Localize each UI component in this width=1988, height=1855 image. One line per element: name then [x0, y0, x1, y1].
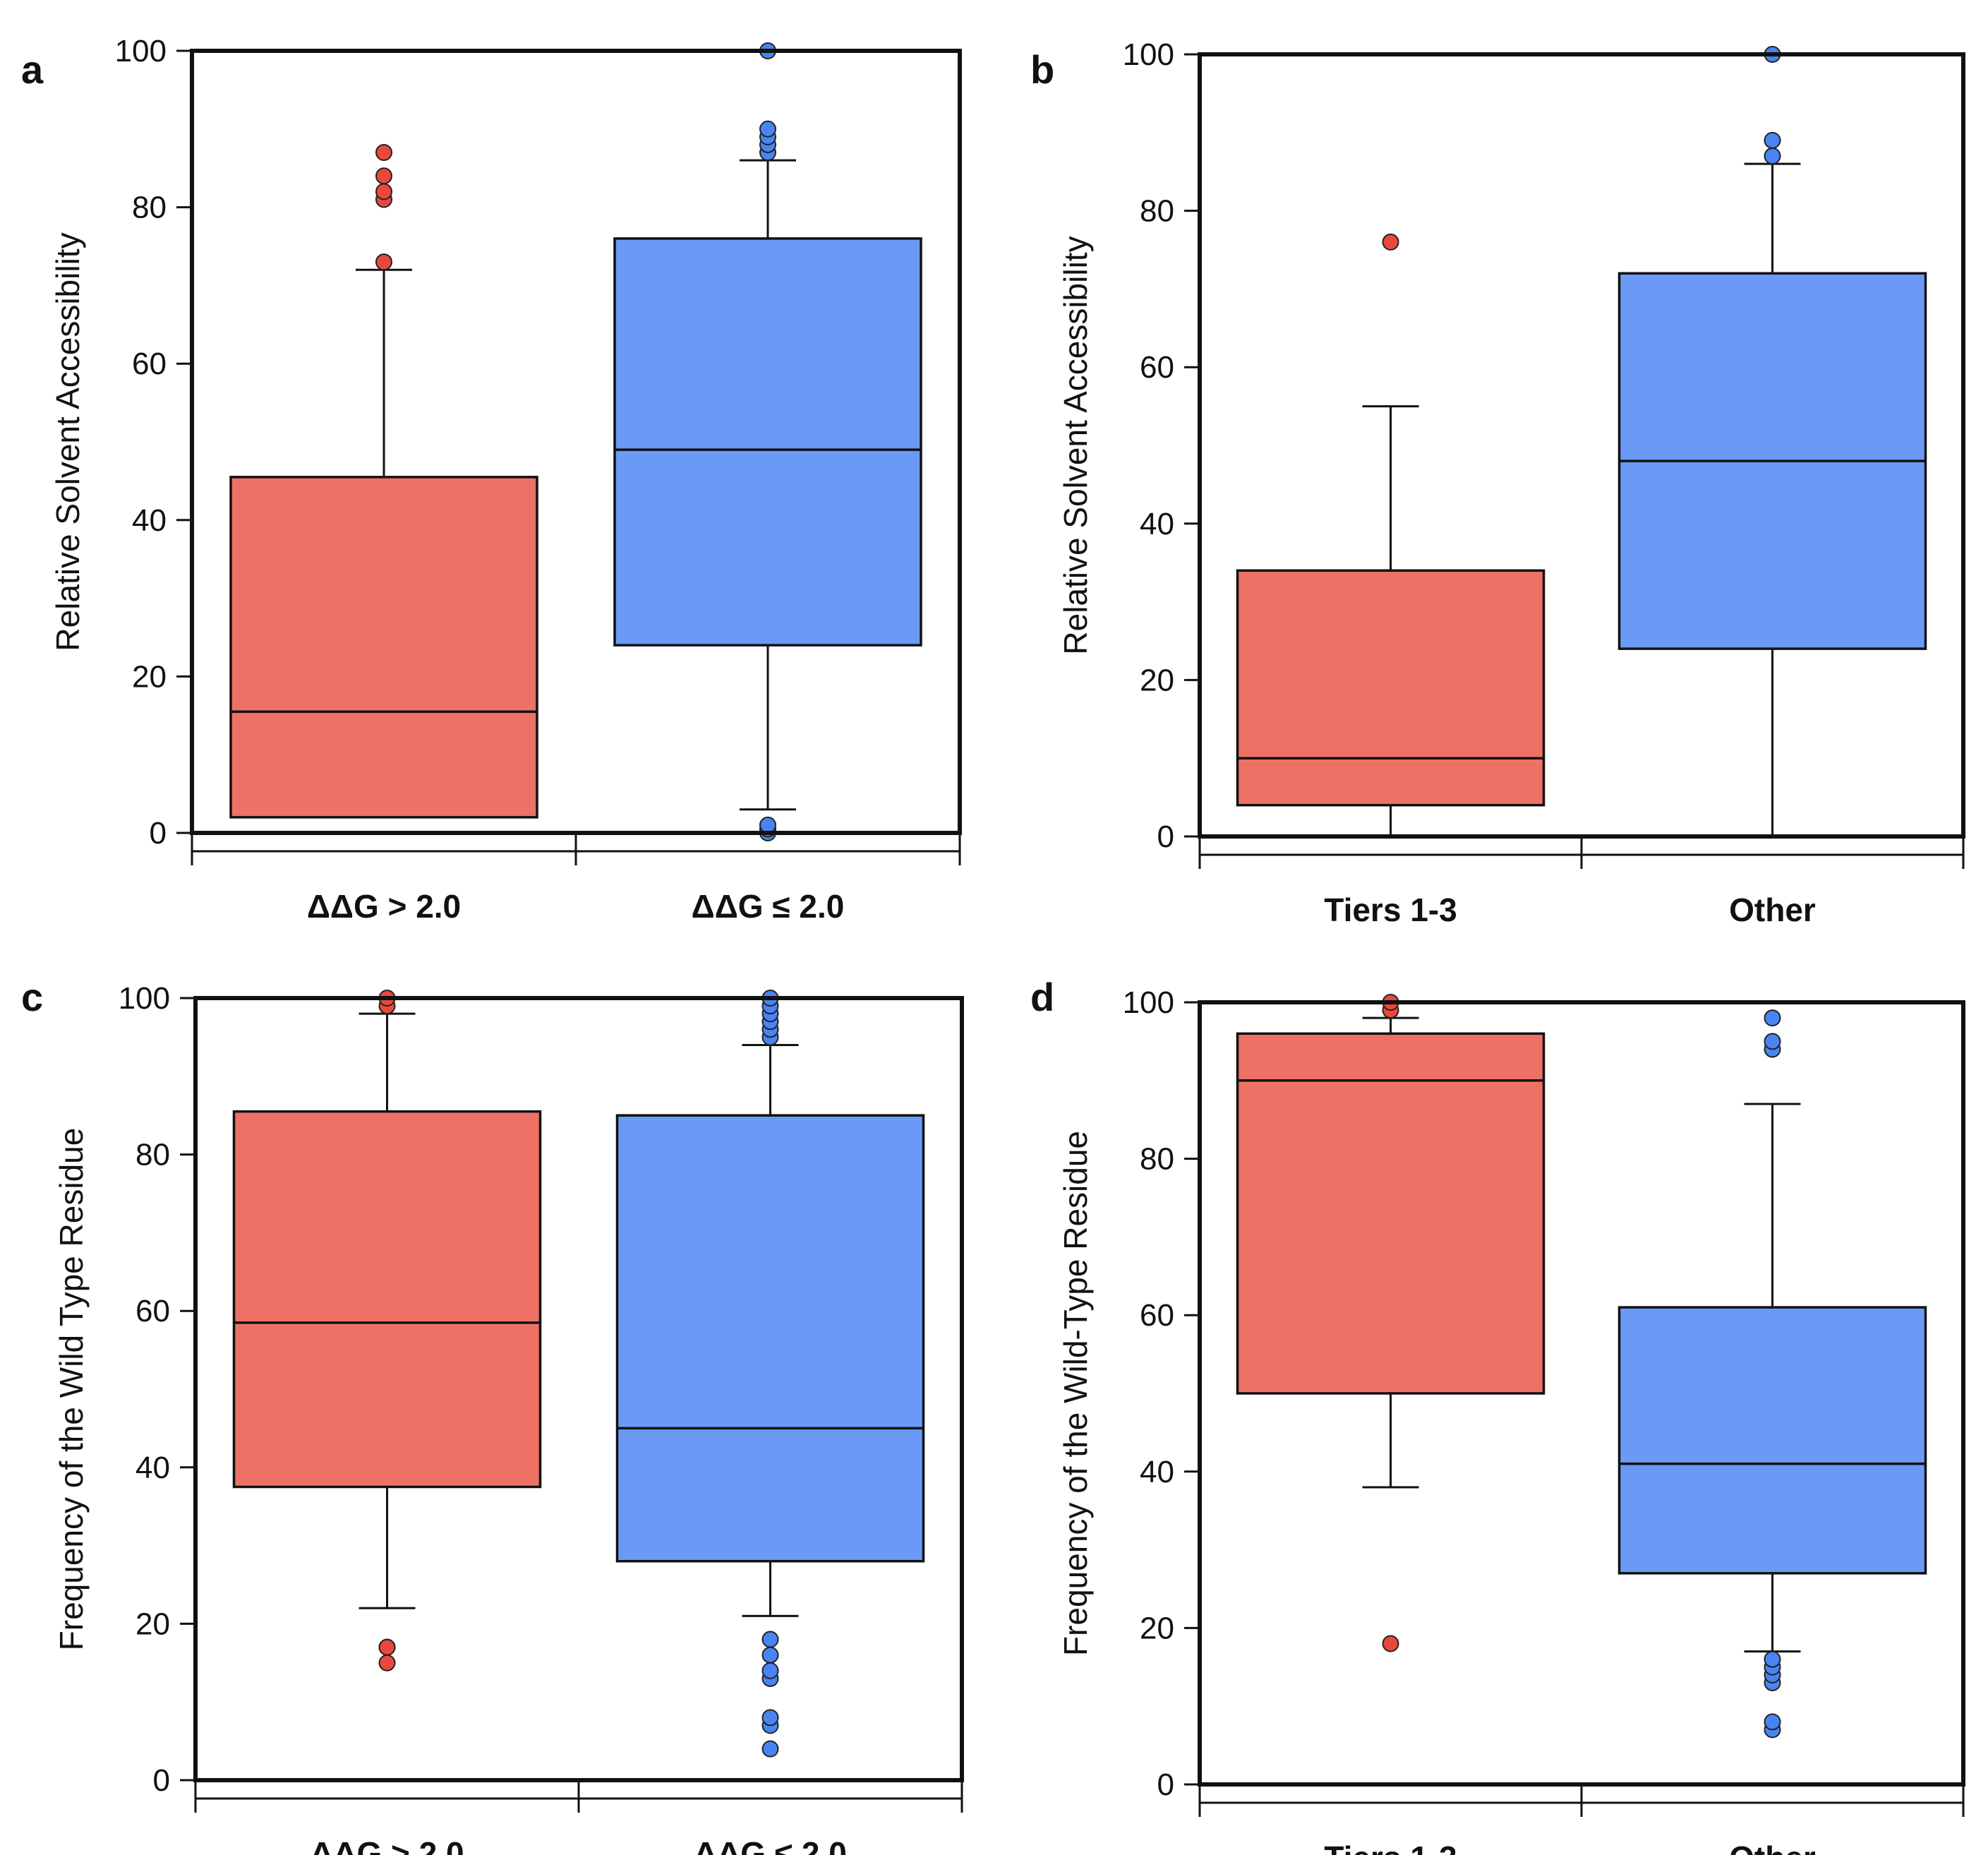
box-0: [1236, 994, 1546, 1652]
outlier-point: [1382, 1635, 1399, 1652]
outlier-point: [759, 120, 776, 138]
y-tick-label: 40: [132, 503, 167, 538]
y-tick-label: 0: [153, 1763, 170, 1798]
outlier-point: [375, 183, 392, 200]
outlier-point: [1764, 131, 1781, 149]
y-tick-label: 60: [1140, 350, 1174, 385]
y-tick-label: 100: [1123, 985, 1174, 1020]
outlier-point: [1764, 1650, 1781, 1668]
x-category-label: ΔΔG > 2.0: [307, 888, 461, 925]
y-tick-label: 60: [135, 1294, 170, 1328]
y-tick-label: 80: [135, 1138, 170, 1172]
plot-frame: [190, 49, 962, 835]
x-category-label: Other: [1729, 1839, 1816, 1855]
outlier-point: [378, 1654, 396, 1671]
plot-frame: [1198, 52, 1965, 839]
iqr-box: [232, 1110, 542, 1489]
outlier-point: [1764, 1009, 1781, 1027]
outlier-point: [761, 1662, 779, 1679]
y-axis-title: Relative Solvent Accessibility: [49, 232, 86, 651]
x-category-label: Other: [1729, 892, 1816, 928]
box-0: [1236, 233, 1546, 838]
x-category-label: ΔΔG ≤ 2.0: [694, 1835, 847, 1855]
outlier-point: [759, 816, 776, 834]
plot-frame: [193, 996, 964, 1782]
iqr-box: [615, 1114, 925, 1563]
outlier-point: [1764, 1713, 1781, 1731]
y-tick-label: 20: [135, 1607, 170, 1641]
panel-letter: d: [1030, 975, 1054, 1019]
panel-d: d Frequency of the Wild-Type Residue 0 20 40…: [1030, 975, 1965, 1855]
y-tick-label: 0: [1157, 1767, 1174, 1802]
outlier-point: [1764, 148, 1781, 165]
outlier-point: [375, 253, 392, 271]
x-category-label: ΔΔG > 2.0: [310, 1835, 464, 1855]
box-1: [613, 42, 922, 841]
outlier-point: [1764, 1033, 1781, 1050]
y-axis-title: Relative Solvent Accessibility: [1057, 236, 1094, 654]
outlier-point: [761, 1631, 779, 1648]
y-tick-label: 40: [1140, 507, 1174, 541]
panel-c: c Frequency of the Wild Type Residue 0 20 40…: [21, 975, 964, 1855]
y-tick-label: 100: [119, 981, 170, 1016]
y-tick-label: 100: [115, 34, 167, 68]
iqr-box: [1617, 1306, 1927, 1575]
box-0: [229, 144, 538, 819]
outlier-point: [375, 144, 392, 162]
y-axis-title: Frequency of the Wild Type Residue: [53, 1128, 90, 1651]
iqr-box: [229, 476, 538, 819]
y-tick-label: 0: [1157, 820, 1174, 854]
y-tick-label: 40: [1140, 1455, 1174, 1489]
y-tick-label: 20: [1140, 1611, 1174, 1645]
y-tick-label: 80: [1140, 194, 1174, 229]
y-tick-label: 40: [135, 1451, 170, 1485]
panel-letter: b: [1030, 47, 1054, 92]
outlier-point: [1382, 233, 1399, 251]
box-1: [615, 990, 925, 1758]
y-tick-label: 80: [132, 191, 167, 225]
iqr-box: [1236, 1032, 1546, 1395]
y-axis-title: Frequency of the Wild-Type Residue: [1057, 1131, 1094, 1656]
plot-frame: [1198, 1000, 1965, 1787]
iqr-box: [613, 237, 922, 647]
iqr-box: [1236, 569, 1546, 807]
box-0: [232, 990, 542, 1671]
x-category-label: Tiers 1-3: [1324, 892, 1457, 928]
box-1: [1617, 1009, 1927, 1739]
panel-letter: c: [21, 975, 43, 1019]
y-tick-label: 60: [1140, 1298, 1174, 1333]
y-tick-label: 60: [132, 347, 167, 381]
y-tick-label: 20: [132, 659, 167, 694]
panel-a: a Relative Solvent Accessibility 0 20 40 60 80…: [21, 34, 962, 925]
outlier-point: [761, 1646, 779, 1664]
outlier-point: [378, 1638, 396, 1656]
y-tick-label: 100: [1123, 37, 1174, 72]
outlier-point: [761, 1709, 779, 1727]
outlier-point: [375, 167, 392, 185]
y-tick-label: 0: [150, 816, 167, 851]
y-tick-label: 80: [1140, 1142, 1174, 1177]
x-category-label: ΔΔG ≤ 2.0: [692, 888, 845, 925]
panel-letter: a: [21, 47, 44, 92]
y-tick-label: 20: [1140, 663, 1174, 697]
box-1: [1617, 46, 1927, 838]
outlier-point: [761, 1740, 779, 1758]
x-category-label: Tiers 1-3: [1324, 1839, 1457, 1855]
panel-b: b Relative Solvent Accessibility 0 20 40 60 80…: [1030, 37, 1965, 928]
